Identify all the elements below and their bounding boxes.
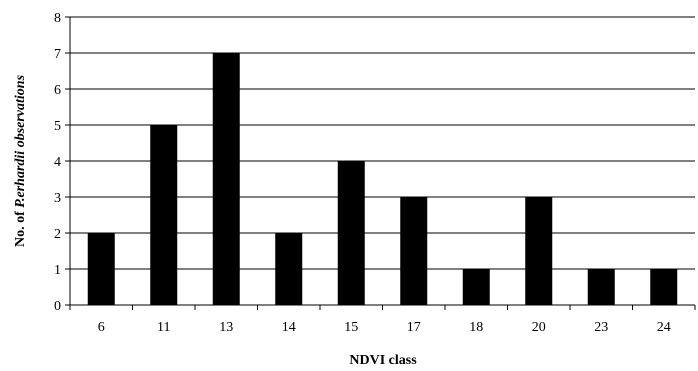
y-tick-label: 7 — [54, 47, 61, 62]
bar — [587, 269, 615, 305]
x-tick-label: 24 — [657, 320, 671, 335]
x-tick-label: 17 — [407, 320, 421, 335]
bar — [212, 53, 240, 305]
bar — [150, 125, 178, 305]
y-tick-label: 1 — [54, 263, 61, 278]
x-axis-title: NDVI class — [349, 353, 417, 368]
x-tick-label: 20 — [532, 320, 546, 335]
y-tick-label: 0 — [54, 299, 61, 314]
bar — [337, 161, 365, 305]
y-axis-title-prefix: No. of — [13, 208, 28, 247]
x-tick-label: 18 — [469, 320, 483, 335]
bar — [650, 269, 678, 305]
bar — [400, 197, 428, 305]
y-ticks: 0 1 2 3 4 5 6 7 8 — [54, 11, 70, 314]
x-tick-label: 13 — [219, 320, 233, 335]
x-tick-label: 23 — [594, 320, 608, 335]
bar — [275, 233, 303, 305]
x-tick-label: 11 — [157, 320, 170, 335]
bar — [462, 269, 490, 305]
x-tick-label: 15 — [344, 320, 358, 335]
y-tick-label: 6 — [54, 83, 61, 98]
y-tick-label: 2 — [54, 227, 61, 242]
x-tick-label: 14 — [282, 320, 296, 335]
y-axis-title-italic: P.erhardii observations — [13, 74, 28, 207]
y-tick-label: 5 — [54, 119, 61, 134]
bar — [525, 197, 553, 305]
bars — [87, 53, 678, 305]
bar — [87, 233, 115, 305]
x-ticks: 6 11 13 14 15 17 18 20 23 24 — [69, 305, 696, 335]
y-tick-label: 3 — [54, 191, 61, 206]
y-axis-title: No. of P.erhardii observations — [13, 74, 28, 247]
y-tick-label: 4 — [54, 155, 61, 170]
x-tick-label: 6 — [98, 320, 105, 335]
y-tick-label: 8 — [54, 11, 61, 26]
